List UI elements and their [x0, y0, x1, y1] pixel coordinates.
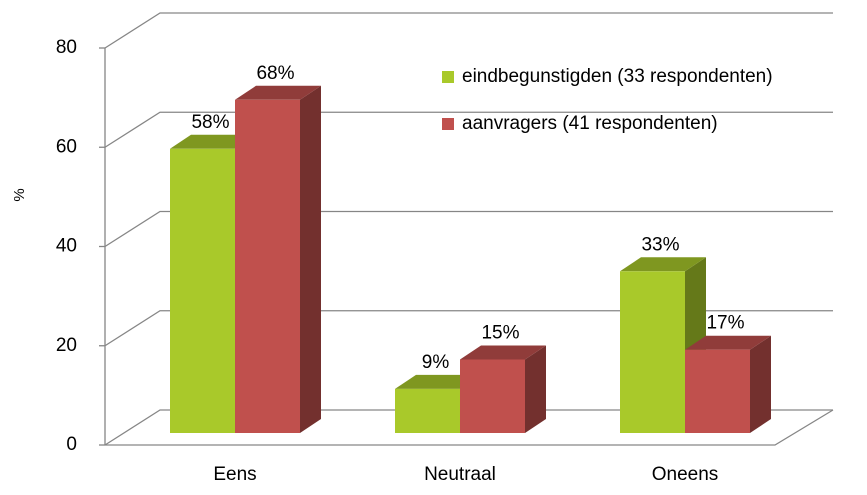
data-label: 33% [641, 234, 679, 255]
legend-label: eindbegunstigden (33 respondenten) [462, 66, 773, 87]
bar [685, 349, 750, 433]
bar-top [235, 85, 321, 100]
y-tick-label: 40 [56, 236, 77, 257]
bar-side [300, 85, 321, 434]
x-tick-label: Oneens [652, 464, 719, 485]
grid-line [104, 111, 833, 148]
y-tick-label: 60 [56, 136, 77, 157]
bar [620, 271, 685, 433]
grid-line [104, 310, 833, 347]
data-label: 15% [481, 323, 519, 344]
bar-side [750, 335, 771, 433]
data-label: 9% [422, 352, 450, 373]
y-tick-label: 20 [56, 335, 77, 356]
grid-line [104, 12, 833, 49]
bar-top [460, 345, 546, 360]
x-tick-label: Eens [213, 464, 256, 485]
bar [235, 99, 300, 434]
legend-swatch [442, 118, 454, 130]
data-label: 17% [706, 313, 744, 334]
data-label: 68% [256, 63, 294, 84]
y-axis-label: % [11, 188, 28, 201]
bar-top [620, 257, 706, 272]
bar-side [525, 345, 546, 433]
grid-line [104, 210, 833, 248]
legend-swatch [442, 71, 454, 83]
bar [395, 388, 460, 433]
bar-top [395, 374, 481, 389]
y-tick-label: 80 [56, 37, 77, 58]
bar [170, 148, 235, 434]
bar [460, 359, 525, 433]
x-tick-label: Neutraal [424, 464, 496, 485]
floor [105, 409, 834, 446]
legend-label: aanvragers (41 respondenten) [462, 113, 718, 134]
grid-line [104, 409, 833, 446]
bar-top [170, 134, 256, 149]
bar-top [685, 335, 771, 350]
data-label: 58% [191, 112, 229, 133]
y-tick-label: 0 [66, 434, 77, 455]
